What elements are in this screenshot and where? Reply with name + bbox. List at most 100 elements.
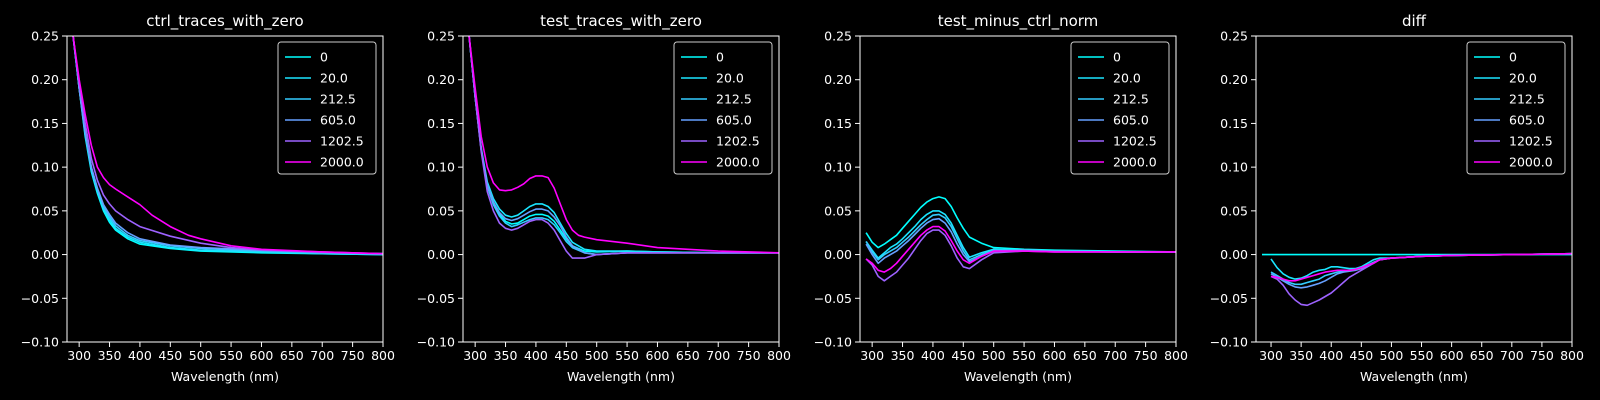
y-tick-label: −0.05 [21,291,59,306]
x-tick-label: 450 [158,348,182,363]
x-tick-label: 800 [371,348,395,363]
x-axis-label: Wavelength (nm) [171,369,279,384]
series-line-1202.5 [468,36,779,259]
x-tick-label: 400 [921,348,945,363]
legend-entry-label: 212.5 [1113,92,1149,107]
y-tick-label: 0.20 [824,72,852,87]
legend-entry-label: 605.0 [1113,113,1149,128]
legend-entry-label: 605.0 [320,113,356,128]
axes-frame [859,35,1177,343]
x-tick-label: 800 [767,348,791,363]
chart-panel-1: 300 350 400 450 500 550 600 650 700 750 800 0.25 0.2… [21,12,395,384]
x-tick-label: 550 [1012,348,1036,363]
y-tick-label: 0.15 [31,116,59,131]
y-tick-label: 0.15 [1220,116,1248,131]
x-tick-label: 700 [1500,348,1524,363]
y-tick-label: −0.05 [814,291,852,306]
y-tick-label: 0.10 [1220,160,1248,175]
x-tick-label: 800 [1560,348,1584,363]
y-tick-label: −0.10 [814,335,852,350]
y-tick-label: 0.10 [824,160,852,175]
y-tick-label: −0.05 [417,291,455,306]
axes-frame [66,35,384,343]
axes-frame [1255,35,1573,343]
x-tick-label: 400 [1319,348,1343,363]
x-tick-label: 750 [1134,348,1158,363]
x-tick-label: 550 [1410,348,1434,363]
y-tick-label: −0.10 [1210,335,1248,350]
x-tick-label: 300 [463,348,487,363]
series-line-0 [865,196,1176,253]
legend-entry-label: 20.0 [320,71,348,86]
x-tick-label: 600 [250,348,274,363]
chart-panel-2: 300 350 400 450 500 550 600 650 700 750 800 0.25 0.2… [417,12,791,384]
x-tick-label: 500 [1379,348,1403,363]
y-tick-label: 0.25 [427,29,455,44]
legend-entry-label: 212.5 [1509,92,1545,107]
legend-entry-label: 2000.0 [1509,155,1553,170]
x-tick-label: 650 [1470,348,1494,363]
y-tick-label: 0.20 [1220,72,1248,87]
legend-entry-label: 212.5 [716,92,752,107]
y-tick-label: 0.00 [31,247,59,262]
x-tick-label: 700 [310,348,334,363]
y-tick-label: 0.25 [824,29,852,44]
x-tick-label: 350 [98,348,122,363]
y-tick-label: 0.00 [1220,247,1248,262]
y-tick-label: 0.25 [1220,29,1248,44]
legend-entry-label: 0 [716,50,724,65]
series-line-605.0 [72,36,383,255]
x-tick-label: 500 [585,348,609,363]
y-tick-label: −0.10 [417,335,455,350]
x-tick-label: 750 [737,348,761,363]
legend: 0 20.0 212.5 605.0 1202.5 2000.0 [1070,41,1170,175]
legend-entry-label: 0 [320,50,328,65]
series-line-1202.5 [72,36,383,255]
legend: 0 20.0 212.5 605.0 1202.5 2000.0 [277,41,377,175]
x-axis-label: Wavelength (nm) [567,369,675,384]
x-tick-label: 450 [554,348,578,363]
x-tick-label: 800 [1164,348,1188,363]
x-tick-label: 700 [706,348,730,363]
series-line-2000.0 [1270,252,1572,282]
x-tick-label: 500 [189,348,213,363]
chart-title: test_traces_with_zero [540,12,702,31]
x-tick-label: 750 [341,348,365,363]
legend-entry-label: 1202.5 [1113,134,1157,149]
series-line-2000.0 [468,36,779,254]
x-tick-label: 300 [860,348,884,363]
x-tick-label: 350 [891,348,915,363]
legend-entry-label: 1202.5 [320,134,364,149]
x-tick-label: 650 [1073,348,1097,363]
x-tick-label: 500 [982,348,1006,363]
x-tick-label: 400 [524,348,548,363]
y-tick-label: 0.05 [824,203,852,218]
axes-frame [462,35,780,343]
y-tick-label: 0.15 [824,116,852,131]
chart-title: ctrl_traces_with_zero [146,12,303,31]
legend-entry-label: 212.5 [320,92,356,107]
y-tick-label: −0.10 [21,335,59,350]
chart-panel-3: 300 350 400 450 500 550 600 650 700 750 800 0.25 0.2… [814,12,1188,384]
x-tick-label: 300 [1259,348,1283,363]
y-tick-label: −0.05 [1210,291,1248,306]
x-tick-label: 450 [1349,348,1373,363]
x-tick-label: 550 [615,348,639,363]
chart-title: diff [1402,12,1427,30]
chart-panel-4: 300 350 400 450 500 550 600 650 700 750 800 0.25 0.2… [1210,12,1584,384]
x-tick-label: 600 [1440,348,1464,363]
chart-title: test_minus_ctrl_norm [938,12,1099,31]
y-tick-label: 0.25 [31,29,59,44]
legend-entry-label: 0 [1113,50,1121,65]
legend-entry-label: 20.0 [1113,71,1141,86]
y-tick-label: 0.00 [824,247,852,262]
x-tick-label: 650 [280,348,304,363]
legend-entry-label: 20.0 [716,71,744,86]
x-axis-label: Wavelength (nm) [964,369,1072,384]
legend-entry-label: 20.0 [1509,71,1537,86]
x-axis-label: Wavelength (nm) [1360,369,1468,384]
x-tick-label: 350 [1289,348,1313,363]
x-tick-label: 650 [676,348,700,363]
y-tick-label: 0.05 [1220,203,1248,218]
